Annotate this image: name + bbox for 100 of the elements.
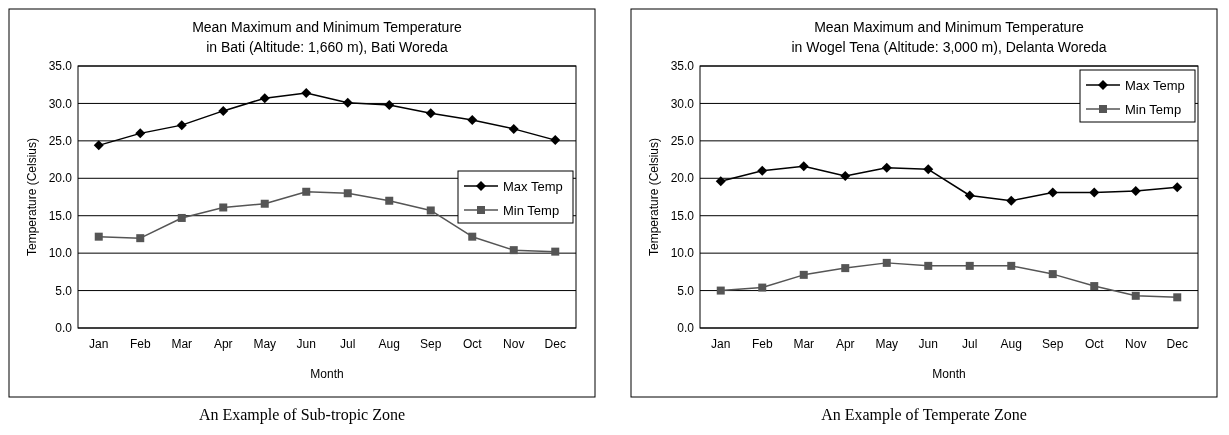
y-tick-label: 20.0 [48, 171, 73, 186]
x-tick-label: Apr [213, 337, 233, 351]
x-axis-title: Month [310, 367, 344, 381]
point [1173, 293, 1182, 302]
x-tick-label: Apr [835, 337, 855, 351]
point [302, 187, 311, 196]
point [715, 176, 726, 187]
point [219, 203, 228, 212]
legend-label: Max Temp [1125, 77, 1185, 93]
point [93, 140, 104, 151]
point [1172, 182, 1183, 193]
x-tick-label: Mar [793, 337, 815, 351]
legend-label: Min Temp [1125, 101, 1182, 117]
point [135, 128, 146, 139]
point [301, 87, 312, 98]
y-tick-label: 0.0 [677, 321, 695, 336]
x-axis-title: Month [932, 367, 966, 381]
point [798, 161, 809, 172]
point [1006, 195, 1017, 206]
y-tick-label: 20.0 [670, 171, 695, 186]
point [342, 97, 353, 108]
point [385, 196, 394, 205]
y-tick-label: 25.0 [670, 134, 695, 149]
y-tick-label: 10.0 [48, 246, 73, 261]
x-tick-label: Aug [1000, 337, 1022, 351]
x-tick-label: Aug [378, 337, 400, 351]
y-tick-label: 25.0 [48, 134, 73, 149]
x-tick-label: Nov [1125, 337, 1147, 351]
y-tick-label: 30.0 [48, 96, 73, 111]
y-tick-label: 10.0 [670, 246, 695, 261]
y-tick-label: 15.0 [48, 208, 73, 223]
y-tick-label: 30.0 [670, 96, 695, 111]
point [94, 232, 103, 241]
y-tick-label: 5.0 [677, 283, 695, 298]
point [964, 190, 975, 201]
x-tick-label: Jul [340, 337, 356, 351]
x-tick-label: May [253, 337, 277, 351]
point [1090, 282, 1099, 291]
x-tick-label: Feb [751, 337, 773, 351]
point [840, 171, 851, 182]
point [758, 283, 767, 292]
x-tick-label: Feb [129, 337, 151, 351]
x-tick-label: Dec [1166, 337, 1188, 351]
x-tick-label: Sep [420, 337, 442, 351]
x-tick-label: Jun [918, 337, 938, 351]
point [1130, 186, 1141, 197]
point [426, 206, 435, 215]
point [1131, 291, 1140, 300]
y-tick-label: 35.0 [670, 59, 695, 74]
x-tick-label: Jan [711, 337, 731, 351]
legend-label: Min Temp [503, 202, 560, 218]
point [1089, 187, 1100, 198]
point [882, 258, 891, 267]
y-tick-label: 5.0 [55, 283, 73, 298]
point [924, 261, 933, 270]
point [384, 99, 395, 110]
point [550, 135, 561, 146]
x-tick-label: May [875, 337, 899, 351]
point [799, 270, 808, 279]
x-tick-label: Dec [544, 337, 566, 351]
point [259, 93, 270, 104]
point [468, 232, 477, 241]
point [508, 123, 519, 134]
x-tick-label: Nov [503, 337, 525, 351]
point [218, 105, 229, 116]
point [1007, 261, 1016, 270]
chart-title: Mean Maximum and Minimum Temperature in Bati (Altitude: 1,660 m), Bati Woreda [192, 19, 463, 55]
point [260, 199, 269, 208]
point [923, 164, 934, 175]
x-tick-label: Jan [89, 337, 109, 351]
y-axis-title: Temperature (Celsius) [25, 137, 39, 257]
legend-label: Max Temp [503, 178, 563, 194]
point [841, 264, 850, 273]
point [1047, 187, 1058, 198]
point [757, 165, 768, 176]
x-tick-label: Jun [296, 337, 316, 351]
x-tick-label: Oct [462, 337, 483, 351]
point [136, 234, 145, 243]
point [509, 246, 518, 255]
point [176, 120, 187, 131]
y-tick-label: 15.0 [670, 208, 695, 223]
point [716, 286, 725, 295]
point [965, 261, 974, 270]
point [467, 114, 478, 125]
y-axis-title: Temperature (Celsius) [647, 137, 661, 257]
x-tick-label: Sep [1042, 337, 1064, 351]
point [177, 213, 186, 222]
point [343, 189, 352, 198]
point [881, 162, 892, 173]
y-tick-label: 0.0 [55, 321, 73, 336]
chart-title: Mean Maximum and Minimum Temperature in Wogel Tena (Altitude: 3,000 m), Delanta Woreda [791, 19, 1107, 55]
point [1048, 270, 1057, 279]
point [551, 247, 560, 256]
point [425, 108, 436, 119]
x-tick-label: Jul [962, 337, 978, 351]
x-tick-label: Mar [171, 337, 193, 351]
text: An Example of Sub-tropic Zone [198, 406, 406, 424]
text: An Example of Temperate Zone [821, 406, 1027, 424]
y-tick-label: 35.0 [48, 59, 73, 74]
x-tick-label: Oct [1084, 337, 1105, 351]
